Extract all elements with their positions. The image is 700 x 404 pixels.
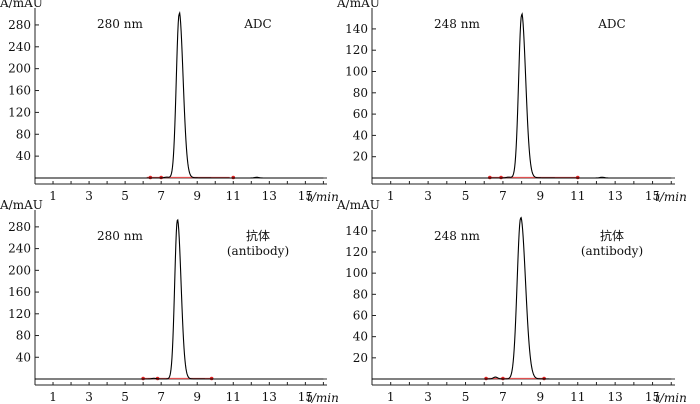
sample-sublabel: (antibody) (227, 244, 289, 258)
y-tick-label: 200 (8, 62, 31, 76)
y-tick-label: 160 (8, 285, 31, 299)
x-axis-label: t/min (655, 391, 687, 404)
x-axis-label: t/min (307, 391, 339, 404)
x-tick-label: 15 (645, 390, 660, 404)
y-tick-label: 20 (353, 351, 368, 365)
x-tick-label: 1 (387, 189, 395, 203)
y-tick-label: 100 (345, 266, 368, 280)
x-tick-label: 9 (193, 189, 201, 203)
wavelength-label: 248 nm (434, 229, 480, 243)
y-tick-label: 240 (8, 242, 31, 256)
chromatogram-trace (372, 216, 672, 380)
x-tick-label: 13 (608, 189, 623, 203)
x-tick-label: 3 (424, 189, 432, 203)
y-axis-label: A/mAU (0, 0, 43, 10)
x-tick-label: 7 (157, 189, 165, 203)
sample-label: 抗体 (600, 228, 624, 243)
x-tick-label: 13 (608, 390, 623, 404)
x-tick-label: 1 (49, 189, 57, 203)
y-tick-label: 280 (8, 18, 31, 32)
y-tick-label: 200 (8, 263, 31, 277)
x-tick-label: 15 (645, 189, 660, 203)
y-tick-label: 120 (8, 307, 31, 321)
y-axis-label: A/mAU (336, 198, 380, 212)
wavelength-label: 248 nm (434, 17, 480, 31)
x-tick-label: 11 (226, 390, 241, 404)
y-tick-label: 40 (16, 350, 31, 364)
y-tick-label: 140 (345, 224, 368, 238)
x-tick-label: 15 (298, 390, 313, 404)
y-tick-label: 240 (8, 40, 31, 54)
y-axis-label: A/mAU (0, 198, 43, 212)
x-tick-label: 9 (537, 189, 545, 203)
y-axis-label: A/mAU (336, 0, 380, 10)
x-tick-label: 5 (462, 390, 470, 404)
y-tick-label: 120 (345, 43, 368, 57)
sample-label: ADC (597, 17, 625, 31)
y-tick-label: 280 (8, 220, 31, 234)
x-tick-label: 11 (570, 189, 585, 203)
x-tick-label: 9 (193, 390, 201, 404)
x-tick-label: 3 (85, 189, 93, 203)
x-tick-label: 7 (157, 390, 165, 404)
x-tick-label: 5 (121, 390, 129, 404)
x-tick-label: 5 (121, 189, 129, 203)
wavelength-label: 280 nm (97, 17, 143, 31)
chromatogram-trace (35, 218, 324, 380)
x-tick-label: 1 (387, 390, 395, 404)
x-tick-label: 7 (499, 390, 507, 404)
y-tick-label: 80 (353, 86, 368, 100)
y-tick-label: 20 (353, 150, 368, 164)
wavelength-label: 280 nm (97, 229, 143, 243)
sample-sublabel: (antibody) (581, 244, 643, 258)
x-tick-label: 9 (537, 390, 545, 404)
y-tick-label: 80 (16, 329, 31, 343)
y-tick-label: 40 (353, 330, 368, 344)
y-tick-label: 60 (353, 308, 368, 322)
x-tick-label: 1 (49, 390, 57, 404)
x-tick-label: 3 (85, 390, 93, 404)
y-tick-label: 80 (16, 127, 31, 141)
sample-label: 抗体 (246, 228, 270, 243)
y-tick-label: 60 (353, 107, 368, 121)
x-tick-label: 5 (462, 189, 470, 203)
x-tick-label: 3 (424, 390, 432, 404)
x-tick-label: 11 (570, 390, 585, 404)
y-tick-label: 160 (8, 84, 31, 98)
y-tick-label: 120 (345, 245, 368, 259)
chromatogram-trace (372, 12, 672, 179)
y-tick-label: 140 (345, 22, 368, 36)
y-tick-label: 100 (345, 65, 368, 79)
x-tick-label: 11 (226, 189, 241, 203)
chromatogram-trace (35, 11, 324, 179)
x-axis-label: t/min (307, 190, 339, 204)
y-tick-label: 80 (353, 287, 368, 301)
x-tick-label: 13 (262, 390, 277, 404)
x-tick-label: 7 (499, 189, 507, 203)
y-tick-label: 120 (8, 105, 31, 119)
y-tick-label: 40 (16, 149, 31, 163)
x-tick-label: 15 (298, 189, 313, 203)
sample-label: ADC (243, 17, 271, 31)
x-tick-label: 13 (262, 189, 277, 203)
y-tick-label: 40 (353, 128, 368, 142)
x-axis-label: t/min (655, 190, 687, 204)
